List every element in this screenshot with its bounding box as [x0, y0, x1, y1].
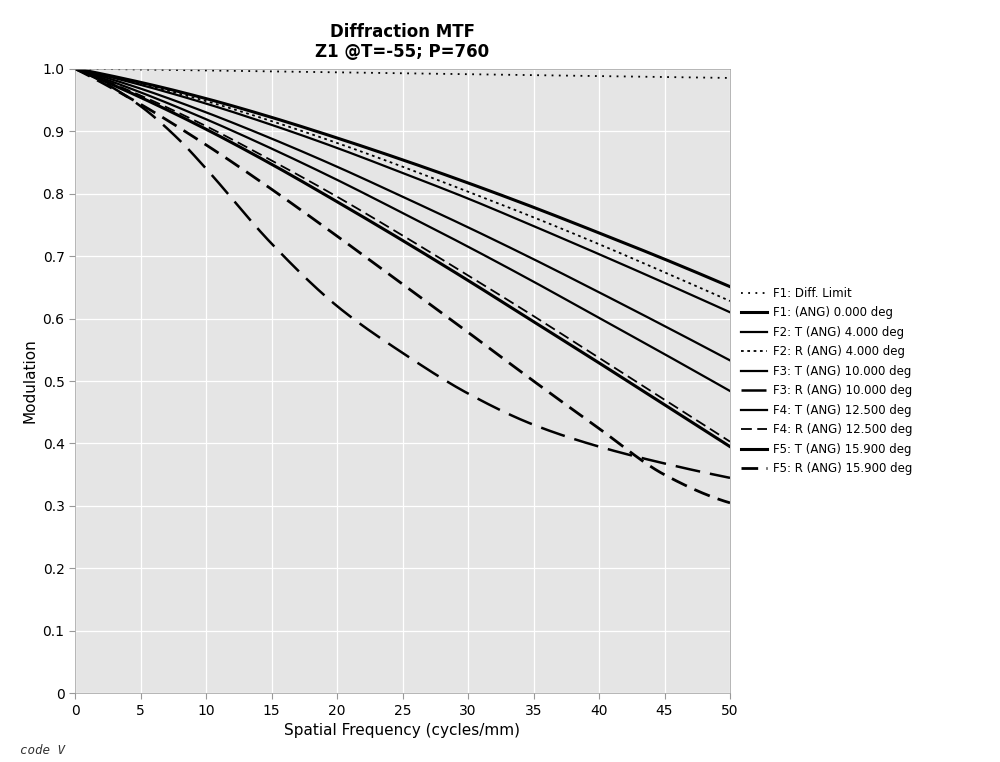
F2: R (ANG) 4.000 deg: (23.7, 0.853): R (ANG) 4.000 deg: (23.7, 0.853): [380, 156, 392, 165]
F2: R (ANG) 4.000 deg: (29.8, 0.805): R (ANG) 4.000 deg: (29.8, 0.805): [459, 186, 471, 195]
F1: (ANG) 0.000 deg: (27.1, 0.839): (ANG) 0.000 deg: (27.1, 0.839): [423, 165, 435, 174]
F5: T (ANG) 15.900 deg: (48.8, 0.411): T (ANG) 15.900 deg: (48.8, 0.411): [708, 432, 720, 441]
F4: R (ANG) 12.500 deg: (50, 0.403): R (ANG) 12.500 deg: (50, 0.403): [724, 437, 736, 447]
Y-axis label: Modulation: Modulation: [22, 338, 37, 424]
F5: T (ANG) 15.900 deg: (0, 1): T (ANG) 15.900 deg: (0, 1): [69, 64, 81, 73]
F5: T (ANG) 15.900 deg: (50, 0.395): T (ANG) 15.900 deg: (50, 0.395): [724, 442, 736, 451]
F5: R (ANG) 15.900 deg: (29.8, 0.582): R (ANG) 15.900 deg: (29.8, 0.582): [459, 325, 471, 335]
Line: F1: (ANG) 0.000 deg: F1: (ANG) 0.000 deg: [75, 69, 730, 287]
F5: R (ANG) 15.900 deg: (0, 1): R (ANG) 15.900 deg: (0, 1): [69, 64, 81, 73]
Line: F3: T (ANG) 10.000 deg: F3: T (ANG) 10.000 deg: [75, 69, 730, 360]
F3: T (ANG) 10.000 deg: (23.7, 0.807): T (ANG) 10.000 deg: (23.7, 0.807): [380, 184, 392, 194]
F1: Diff. Limit: (24, 0.993): Diff. Limit: (24, 0.993): [384, 69, 396, 78]
F2: T (ANG) 4.000 deg: (41, 0.694): T (ANG) 4.000 deg: (41, 0.694): [606, 255, 618, 264]
F3: R (ANG) 10.000 deg: (0, 1): R (ANG) 10.000 deg: (0, 1): [69, 64, 81, 73]
F2: R (ANG) 4.000 deg: (50, 0.628): R (ANG) 4.000 deg: (50, 0.628): [724, 296, 736, 306]
F4: T (ANG) 12.500 deg: (0, 1): T (ANG) 12.500 deg: (0, 1): [69, 64, 81, 73]
Line: F2: R (ANG) 4.000 deg: F2: R (ANG) 4.000 deg: [75, 69, 730, 301]
Line: F2: T (ANG) 4.000 deg: F2: T (ANG) 4.000 deg: [75, 69, 730, 312]
F1: Diff. Limit: (29.8, 0.991): Diff. Limit: (29.8, 0.991): [459, 69, 471, 78]
F5: T (ANG) 15.900 deg: (24, 0.737): T (ANG) 15.900 deg: (24, 0.737): [384, 229, 396, 238]
F4: T (ANG) 12.500 deg: (23.7, 0.782): T (ANG) 12.500 deg: (23.7, 0.782): [380, 200, 392, 209]
F2: R (ANG) 4.000 deg: (0, 1): R (ANG) 4.000 deg: (0, 1): [69, 64, 81, 73]
F4: R (ANG) 12.500 deg: (0, 1): R (ANG) 12.500 deg: (0, 1): [69, 64, 81, 73]
F3: T (ANG) 10.000 deg: (41, 0.631): T (ANG) 10.000 deg: (41, 0.631): [606, 294, 618, 303]
F3: R (ANG) 10.000 deg: (24, 0.558): R (ANG) 10.000 deg: (24, 0.558): [384, 340, 396, 349]
F3: R (ANG) 10.000 deg: (41, 0.389): R (ANG) 10.000 deg: (41, 0.389): [606, 446, 618, 455]
F5: R (ANG) 15.900 deg: (41, 0.409): R (ANG) 15.900 deg: (41, 0.409): [606, 434, 618, 443]
F2: T (ANG) 4.000 deg: (0, 1): T (ANG) 4.000 deg: (0, 1): [69, 64, 81, 73]
F2: R (ANG) 4.000 deg: (41, 0.71): R (ANG) 4.000 deg: (41, 0.71): [606, 245, 618, 255]
F4: T (ANG) 12.500 deg: (48.8, 0.498): T (ANG) 12.500 deg: (48.8, 0.498): [708, 377, 720, 386]
F1: (ANG) 0.000 deg: (50, 0.651): (ANG) 0.000 deg: (50, 0.651): [724, 282, 736, 291]
F1: (ANG) 0.000 deg: (23.7, 0.863): (ANG) 0.000 deg: (23.7, 0.863): [380, 149, 392, 158]
F4: T (ANG) 12.500 deg: (27.1, 0.747): T (ANG) 12.500 deg: (27.1, 0.747): [423, 222, 435, 231]
F4: R (ANG) 12.500 deg: (41, 0.524): R (ANG) 12.500 deg: (41, 0.524): [606, 361, 618, 370]
F3: T (ANG) 10.000 deg: (50, 0.533): T (ANG) 10.000 deg: (50, 0.533): [724, 356, 736, 365]
F3: R (ANG) 10.000 deg: (29.8, 0.483): R (ANG) 10.000 deg: (29.8, 0.483): [459, 387, 471, 396]
Text: code V: code V: [20, 744, 65, 757]
F4: R (ANG) 12.500 deg: (23.7, 0.749): R (ANG) 12.500 deg: (23.7, 0.749): [380, 221, 392, 230]
F5: T (ANG) 15.900 deg: (29.8, 0.664): T (ANG) 15.900 deg: (29.8, 0.664): [459, 274, 471, 283]
F3: R (ANG) 10.000 deg: (27.1, 0.517): R (ANG) 10.000 deg: (27.1, 0.517): [423, 366, 435, 375]
F1: Diff. Limit: (50, 0.985): Diff. Limit: (50, 0.985): [724, 73, 736, 82]
F5: R (ANG) 15.900 deg: (23.7, 0.674): R (ANG) 15.900 deg: (23.7, 0.674): [380, 267, 392, 277]
F4: R (ANG) 12.500 deg: (24, 0.745): R (ANG) 12.500 deg: (24, 0.745): [384, 223, 396, 232]
F1: Diff. Limit: (0, 1): Diff. Limit: (0, 1): [69, 64, 81, 73]
F3: R (ANG) 10.000 deg: (23.7, 0.563): R (ANG) 10.000 deg: (23.7, 0.563): [380, 338, 392, 347]
F4: T (ANG) 12.500 deg: (29.8, 0.718): T (ANG) 12.500 deg: (29.8, 0.718): [459, 241, 471, 250]
F3: T (ANG) 10.000 deg: (27.1, 0.775): T (ANG) 10.000 deg: (27.1, 0.775): [423, 204, 435, 213]
F4: T (ANG) 12.500 deg: (24, 0.779): T (ANG) 12.500 deg: (24, 0.779): [384, 202, 396, 211]
F4: T (ANG) 12.500 deg: (41, 0.59): T (ANG) 12.500 deg: (41, 0.59): [606, 321, 618, 330]
F2: T (ANG) 4.000 deg: (27.1, 0.816): T (ANG) 4.000 deg: (27.1, 0.816): [423, 179, 435, 188]
F3: T (ANG) 10.000 deg: (24, 0.804): T (ANG) 10.000 deg: (24, 0.804): [384, 187, 396, 196]
Legend: F1: Diff. Limit, F1: (ANG) 0.000 deg, F2: T (ANG) 4.000 deg, F2: R (ANG) 4.000 d: F1: Diff. Limit, F1: (ANG) 0.000 deg, F2…: [741, 287, 912, 475]
F1: Diff. Limit: (41, 0.988): Diff. Limit: (41, 0.988): [606, 72, 618, 81]
F2: R (ANG) 4.000 deg: (27.1, 0.827): R (ANG) 4.000 deg: (27.1, 0.827): [423, 172, 435, 181]
F1: Diff. Limit: (48.8, 0.985): Diff. Limit: (48.8, 0.985): [708, 73, 720, 82]
F5: R (ANG) 15.900 deg: (27.1, 0.623): R (ANG) 15.900 deg: (27.1, 0.623): [423, 299, 435, 309]
F1: (ANG) 0.000 deg: (48.8, 0.662): (ANG) 0.000 deg: (48.8, 0.662): [708, 275, 720, 284]
F1: (ANG) 0.000 deg: (41, 0.729): (ANG) 0.000 deg: (41, 0.729): [606, 233, 618, 242]
F2: T (ANG) 4.000 deg: (24, 0.841): T (ANG) 4.000 deg: (24, 0.841): [384, 164, 396, 173]
F1: (ANG) 0.000 deg: (29.8, 0.819): (ANG) 0.000 deg: (29.8, 0.819): [459, 178, 471, 187]
F2: T (ANG) 4.000 deg: (23.7, 0.843): T (ANG) 4.000 deg: (23.7, 0.843): [380, 162, 392, 171]
F5: R (ANG) 15.900 deg: (48.8, 0.313): R (ANG) 15.900 deg: (48.8, 0.313): [708, 493, 720, 502]
F5: T (ANG) 15.900 deg: (23.7, 0.741): T (ANG) 15.900 deg: (23.7, 0.741): [380, 226, 392, 235]
F2: R (ANG) 4.000 deg: (24, 0.85): R (ANG) 4.000 deg: (24, 0.85): [384, 158, 396, 167]
F2: R (ANG) 4.000 deg: (48.8, 0.639): R (ANG) 4.000 deg: (48.8, 0.639): [708, 290, 720, 299]
F1: Diff. Limit: (23.7, 0.993): Diff. Limit: (23.7, 0.993): [380, 69, 392, 78]
F1: (ANG) 0.000 deg: (0, 1): (ANG) 0.000 deg: (0, 1): [69, 64, 81, 73]
F5: T (ANG) 15.900 deg: (27.1, 0.699): T (ANG) 15.900 deg: (27.1, 0.699): [423, 252, 435, 261]
F3: T (ANG) 10.000 deg: (48.8, 0.546): T (ANG) 10.000 deg: (48.8, 0.546): [708, 347, 720, 357]
F4: T (ANG) 12.500 deg: (50, 0.484): T (ANG) 12.500 deg: (50, 0.484): [724, 386, 736, 395]
F4: R (ANG) 12.500 deg: (29.8, 0.672): R (ANG) 12.500 deg: (29.8, 0.672): [459, 269, 471, 278]
F2: T (ANG) 4.000 deg: (29.8, 0.794): T (ANG) 4.000 deg: (29.8, 0.794): [459, 193, 471, 202]
Line: F5: T (ANG) 15.900 deg: F5: T (ANG) 15.900 deg: [75, 69, 730, 447]
F3: R (ANG) 10.000 deg: (48.8, 0.35): R (ANG) 10.000 deg: (48.8, 0.35): [708, 470, 720, 479]
F3: R (ANG) 10.000 deg: (50, 0.345): R (ANG) 10.000 deg: (50, 0.345): [724, 473, 736, 482]
Line: F4: T (ANG) 12.500 deg: F4: T (ANG) 12.500 deg: [75, 69, 730, 391]
F1: (ANG) 0.000 deg: (24, 0.861): (ANG) 0.000 deg: (24, 0.861): [384, 151, 396, 160]
Line: F3: R (ANG) 10.000 deg: F3: R (ANG) 10.000 deg: [75, 69, 730, 478]
Line: F1: Diff. Limit: F1: Diff. Limit: [75, 69, 730, 78]
F5: R (ANG) 15.900 deg: (50, 0.305): R (ANG) 15.900 deg: (50, 0.305): [724, 498, 736, 507]
Line: F5: R (ANG) 15.900 deg: F5: R (ANG) 15.900 deg: [75, 69, 730, 503]
F3: T (ANG) 10.000 deg: (0, 1): T (ANG) 10.000 deg: (0, 1): [69, 64, 81, 73]
Title: Diffraction MTF
Z1 @T=-55; P=760: Diffraction MTF Z1 @T=-55; P=760: [315, 23, 490, 62]
F4: R (ANG) 12.500 deg: (48.8, 0.419): R (ANG) 12.500 deg: (48.8, 0.419): [708, 427, 720, 436]
F5: T (ANG) 15.900 deg: (41, 0.516): T (ANG) 15.900 deg: (41, 0.516): [606, 367, 618, 376]
F2: T (ANG) 4.000 deg: (50, 0.61): T (ANG) 4.000 deg: (50, 0.61): [724, 308, 736, 317]
F3: T (ANG) 10.000 deg: (29.8, 0.748): T (ANG) 10.000 deg: (29.8, 0.748): [459, 221, 471, 230]
F5: R (ANG) 15.900 deg: (24, 0.67): R (ANG) 15.900 deg: (24, 0.67): [384, 271, 396, 280]
Line: F4: R (ANG) 12.500 deg: F4: R (ANG) 12.500 deg: [75, 69, 730, 442]
X-axis label: Spatial Frequency (cycles/mm): Spatial Frequency (cycles/mm): [285, 723, 520, 738]
F1: Diff. Limit: (27.1, 0.992): Diff. Limit: (27.1, 0.992): [423, 69, 435, 78]
F2: T (ANG) 4.000 deg: (48.8, 0.621): T (ANG) 4.000 deg: (48.8, 0.621): [708, 300, 720, 309]
F4: R (ANG) 12.500 deg: (27.1, 0.707): R (ANG) 12.500 deg: (27.1, 0.707): [423, 247, 435, 256]
